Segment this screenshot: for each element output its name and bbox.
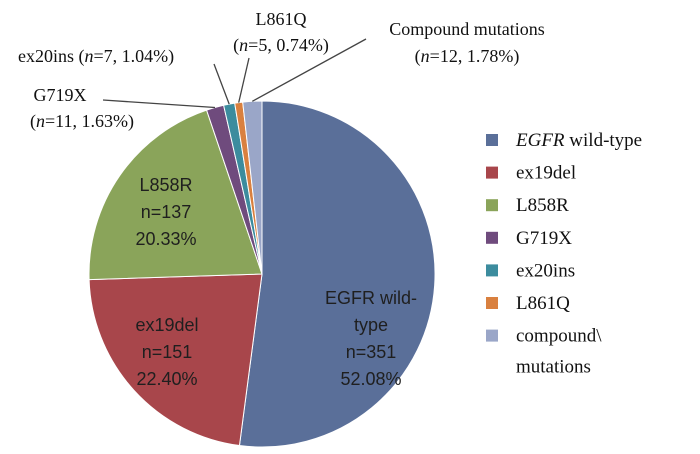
callout-leader-ex20ins bbox=[213, 63, 230, 105]
callout-compound-values-prefix: ( bbox=[415, 46, 421, 67]
legend-label-ex19del: ex19del bbox=[516, 163, 576, 184]
slice-label-wild_type: EGFR wild-type n=351 52.08% bbox=[325, 288, 417, 389]
pie-slice-ex19del bbox=[88, 273, 263, 447]
callout-l861q-values-prefix: ( bbox=[233, 35, 239, 56]
legend-label-g719x-text: G719X bbox=[516, 228, 572, 249]
legend-swatch-l858r bbox=[486, 199, 498, 212]
legend-swatch-ex19del bbox=[486, 166, 498, 179]
slice-label-ex19del-line-2: 22.40% bbox=[136, 369, 197, 389]
legend-label-compound-text: compound\ bbox=[516, 326, 602, 347]
callout-l861q-values-suffix: =5, 0.74%) bbox=[248, 35, 329, 56]
legend-label-ex20ins-text: ex20ins bbox=[516, 260, 575, 281]
callout-compound-values: (n=12, 1.78%) bbox=[415, 46, 520, 67]
legend-label-ex19del-text: ex19del bbox=[516, 163, 576, 184]
legend-label-compound-line2: mutations bbox=[516, 357, 591, 378]
legend-label-compound: compound\ bbox=[516, 326, 602, 347]
callout-compound-title: Compound mutations bbox=[389, 19, 545, 39]
slice-label-l858r-line-1: n=137 bbox=[141, 202, 192, 222]
callout-ex20ins-prefix: ex20ins ( bbox=[18, 46, 85, 67]
pie-slices bbox=[88, 100, 436, 448]
slice-label-l858r-line-0: L858R bbox=[139, 175, 192, 195]
legend-label-ex20ins: ex20ins bbox=[516, 260, 575, 281]
slice-label-ex19del-line-1: n=151 bbox=[142, 342, 193, 362]
legend-label-g719x: G719X bbox=[516, 228, 572, 249]
callout-leader-g719x bbox=[102, 99, 216, 109]
slice-label-l858r: L858R n=137 20.33% bbox=[135, 175, 196, 249]
callout-l861q-title: L861Q bbox=[256, 9, 307, 29]
pie-slice-l858r bbox=[88, 109, 263, 281]
legend-swatch-wild_type bbox=[486, 134, 498, 146]
callout-g719x-title: G719X bbox=[34, 85, 87, 105]
legend-label-wild_type: EGFR wild-type bbox=[515, 130, 642, 151]
pie-slice-wild_type bbox=[238, 100, 436, 448]
callout-l861q-values-n: n bbox=[239, 35, 248, 55]
callout-g719x-values: (n=11, 1.63%) bbox=[30, 111, 134, 132]
callout-ex20ins-suffix: =7, 1.04%) bbox=[94, 46, 175, 67]
callout-ex20ins: ex20ins (n=7, 1.04%) bbox=[18, 46, 174, 67]
slice-label-ex19del: ex19del n=151 22.40% bbox=[135, 315, 198, 389]
legend-label-l861q-text: L861Q bbox=[516, 293, 570, 314]
callouts: G719X(n=11, 1.63%)ex20ins (n=7, 1.04%)L8… bbox=[18, 9, 545, 132]
callout-ex20ins-n: n bbox=[85, 46, 94, 66]
callout-g719x-values-prefix: ( bbox=[30, 111, 36, 132]
legend-swatch-g719x bbox=[486, 231, 498, 244]
legend-label-l858r: L858R bbox=[516, 195, 569, 216]
slice-label-wild_type-line-3: 52.08% bbox=[340, 369, 401, 389]
callout-compound-values-n: n bbox=[421, 46, 430, 66]
callout-leader-l861q bbox=[238, 57, 250, 103]
callout-g719x-values-n: n bbox=[36, 111, 45, 131]
inside-labels: EGFR wild-type n=351 52.08% ex19del n=151 22.… bbox=[135, 175, 417, 389]
slice-label-wild_type-line-1: type bbox=[354, 315, 388, 335]
legend-swatch-ex20ins bbox=[486, 264, 498, 277]
callout-compound-values-suffix: =12, 1.78%) bbox=[430, 46, 520, 67]
legend-swatch-compound bbox=[486, 329, 498, 342]
slice-label-ex19del-line-0: ex19del bbox=[135, 315, 198, 335]
legend-swatch-l861q bbox=[486, 297, 498, 309]
callout-l861q-values: (n=5, 0.74%) bbox=[233, 35, 329, 56]
slice-label-l858r-line-2: 20.33% bbox=[135, 229, 196, 249]
slice-label-wild_type-line-0: EGFR wild- bbox=[325, 288, 417, 308]
legend-label-wild_type-italic: EGFR bbox=[515, 130, 565, 151]
callout-leader-compound bbox=[251, 38, 367, 102]
callout-g719x-values-suffix: =11, 1.63%) bbox=[45, 111, 134, 132]
legend-label-wild_type-rest: wild-type bbox=[565, 130, 643, 151]
legend-label-l858r-text: L858R bbox=[516, 195, 569, 216]
slice-label-wild_type-line-2: n=351 bbox=[346, 342, 397, 362]
legend-label-l861q: L861Q bbox=[516, 293, 570, 314]
legend: EGFR wild-type ex19del L858R G719X ex20ins L8… bbox=[486, 130, 642, 378]
